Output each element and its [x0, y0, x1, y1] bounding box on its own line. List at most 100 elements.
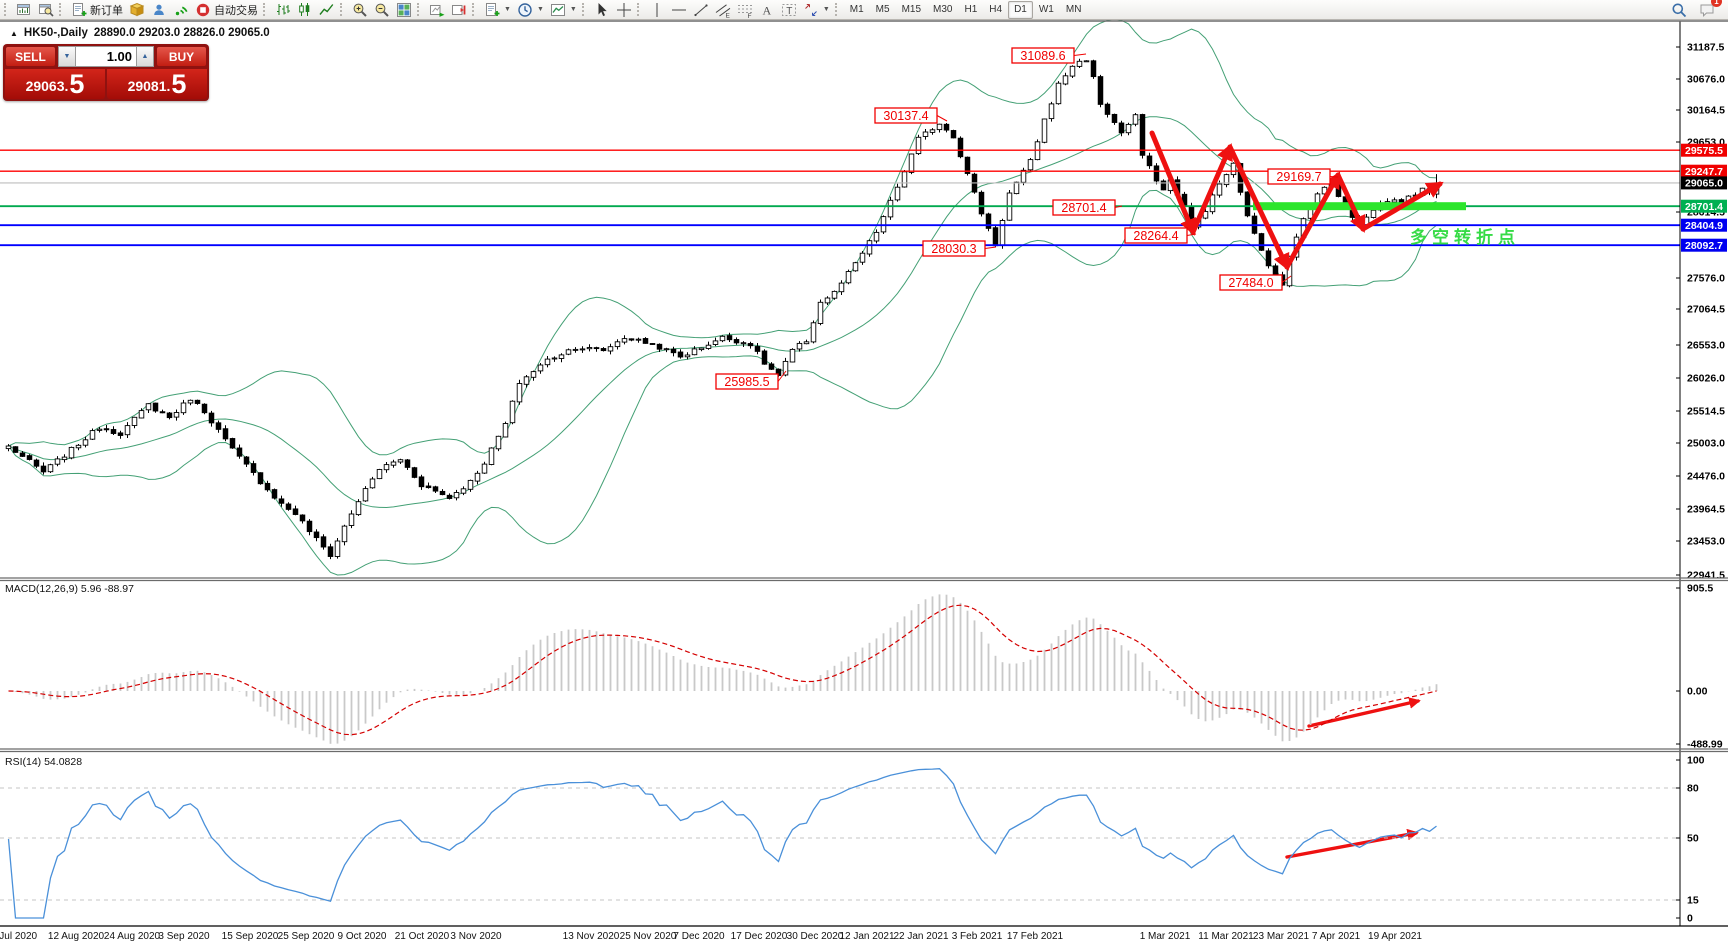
volume-decrease-button[interactable]: ▼	[58, 46, 76, 67]
candle-chart-mode-icon[interactable]	[294, 0, 316, 20]
svg-text:0: 0	[1687, 913, 1693, 925]
trendline-tool-icon[interactable]	[690, 0, 712, 20]
toolbar-grip[interactable]	[340, 3, 347, 16]
tile-windows-icon[interactable]	[393, 0, 415, 20]
date-tick-label: 12 Aug 2020	[48, 931, 105, 942]
notifications-icon[interactable]: 1	[1696, 0, 1722, 20]
volume-input[interactable]: 1.00	[76, 46, 136, 67]
svg-text:25514.5: 25514.5	[1687, 406, 1725, 418]
channel-tool-icon[interactable]: E	[712, 0, 734, 20]
line-chart-mode-icon[interactable]	[316, 0, 338, 20]
svg-text:26553.0: 26553.0	[1687, 340, 1725, 352]
community-icon[interactable]	[148, 0, 170, 20]
svg-text:28092.7: 28092.7	[1685, 240, 1723, 252]
timeframe-m5[interactable]: M5	[875, 3, 890, 15]
auto-scroll-icon[interactable]	[426, 0, 448, 20]
price-callout: 31089.6	[1011, 47, 1087, 64]
autotrading-button[interactable]: 自动交易	[192, 0, 261, 20]
search-icon[interactable]	[1668, 0, 1690, 20]
svg-text:22941.5: 22941.5	[1687, 570, 1725, 582]
date-tick-label: 11 Mar 2021	[1198, 931, 1254, 942]
arrows-tool-icon[interactable]: ▼	[800, 0, 833, 20]
cursor-tool-icon[interactable]	[591, 0, 613, 20]
fibonacci-tool-icon[interactable]: F	[734, 0, 756, 20]
timeframe-m15[interactable]: M15	[901, 3, 922, 15]
timeframe-w1[interactable]: W1	[1038, 3, 1054, 15]
svg-text:E: E	[725, 12, 730, 18]
chart-canvas[interactable]: 31089.6 30137.4 29169.7 28701.4 28264.4 28030…	[0, 20, 1728, 942]
price-callout: 27484.0	[1219, 274, 1292, 291]
date-tick-label: 15 Sep 2020	[222, 931, 279, 942]
bb-upper-band	[8, 20, 1437, 456]
new-order-button[interactable]: 新订单	[68, 0, 126, 20]
chart-window[interactable]: ▲ HK50-,Daily 28890.0 29203.0 28826.0 29…	[0, 20, 1728, 942]
bb-middle-band	[8, 116, 1437, 509]
text-label-tool-icon[interactable]: T	[778, 0, 800, 20]
metaeditor-icon[interactable]	[126, 0, 148, 20]
sell-price[interactable]: 29063. 5	[5, 69, 105, 99]
chart-shift-icon[interactable]	[448, 0, 470, 20]
toolbar-grip[interactable]	[581, 3, 589, 16]
text-tool-icon[interactable]: A	[756, 0, 778, 20]
chart-ohlc-values: 28890.0 29203.0 28826.0 29065.0	[93, 27, 270, 39]
svg-text:24476.0: 24476.0	[1687, 471, 1725, 483]
toolbar-right: 1	[1668, 0, 1726, 20]
toolbar-grip[interactable]	[59, 3, 66, 16]
date-tick-label: 24 Aug 2020	[104, 931, 161, 942]
toolbar-grip[interactable]	[636, 3, 644, 16]
chart-profiles-icon[interactable]	[35, 0, 57, 20]
timeframe-mn[interactable]: MN	[1065, 3, 1082, 15]
timeframe-h1[interactable]: H1	[964, 3, 978, 15]
svg-text:29169.7: 29169.7	[1276, 170, 1321, 184]
zoom-out-icon[interactable]	[371, 0, 393, 20]
templates-icon[interactable]: ▼	[547, 0, 580, 20]
volume-stepper: ▼ 1.00 ▲	[58, 46, 154, 67]
date-tick-label: 17 Feb 2021	[1007, 931, 1064, 942]
crosshair-tool-icon[interactable]	[613, 0, 635, 20]
toolbar-grip[interactable]	[834, 3, 842, 16]
dropdown-arrow-icon[interactable]: ▼	[822, 6, 830, 13]
dropdown-arrow-icon[interactable]: ▼	[504, 6, 511, 13]
svg-text:23453.0: 23453.0	[1687, 536, 1725, 548]
zoom-in-icon[interactable]	[349, 0, 371, 20]
toolbar-grip[interactable]	[417, 3, 424, 16]
buy-price[interactable]: 29081. 5	[107, 69, 207, 99]
toolbar-grip[interactable]	[263, 3, 270, 16]
new-template-icon[interactable]: ▼	[481, 0, 514, 20]
svg-text:30676.0: 30676.0	[1687, 74, 1725, 86]
dropdown-arrow-icon[interactable]: ▼	[569, 6, 577, 13]
window-collapse-icon[interactable]: ▲	[10, 28, 18, 38]
timeframe-h4[interactable]: H4	[989, 3, 1003, 15]
toolbar: 新订单 自动交易 ▼ ▼ ▼ E F A T ▼ M1 M5 M15 M30 H1 H4 D1 W1 MN 1	[0, 0, 1728, 20]
signals-icon[interactable]	[170, 0, 192, 20]
toolbar-grip[interactable]	[4, 3, 11, 16]
axis-price-plate: 28404.9	[1681, 218, 1727, 232]
svg-text:28264.4: 28264.4	[1133, 229, 1178, 243]
chart-title: ▲ HK50-,Daily 28890.0 29203.0 28826.0 29…	[10, 27, 270, 39]
timeframe-m30[interactable]: M30	[933, 3, 953, 15]
svg-text:28701.4: 28701.4	[1685, 201, 1723, 213]
svg-text:27484.0: 27484.0	[1228, 276, 1273, 290]
rsi-indicator-label: RSI(14) 54.0828	[5, 756, 83, 768]
new-chart-icon[interactable]	[13, 0, 35, 20]
svg-text:26026.0: 26026.0	[1687, 373, 1725, 385]
chart-annotations: 31089.6 30137.4 29169.7 28701.4 28264.4 28030…	[715, 47, 1466, 859]
svg-text:T: T	[786, 6, 792, 17]
svg-text:28030.3: 28030.3	[931, 242, 976, 256]
buy-button[interactable]: BUY	[156, 46, 207, 67]
date-tick-label: 7 Apr 2021	[1312, 931, 1361, 942]
periods-icon[interactable]: ▼	[514, 0, 547, 20]
annotation-text: 多空转折点	[1410, 228, 1520, 247]
dropdown-arrow-icon[interactable]: ▼	[536, 6, 544, 13]
timeframe-d1[interactable]: D1	[1008, 0, 1033, 19]
sell-button[interactable]: SELL	[5, 46, 56, 67]
toolbar-grip[interactable]	[472, 3, 479, 16]
vertical-line-tool-icon[interactable]	[646, 0, 668, 20]
volume-increase-button[interactable]: ▲	[136, 46, 154, 67]
trend-arrow	[1335, 172, 1366, 233]
bar-chart-mode-icon[interactable]	[272, 0, 294, 20]
horizontal-line-tool-icon[interactable]	[668, 0, 690, 20]
trend-arrow	[1190, 143, 1233, 235]
timeframe-m1[interactable]: M1	[849, 3, 864, 15]
date-tick-label: 7 Dec 2020	[673, 931, 725, 942]
